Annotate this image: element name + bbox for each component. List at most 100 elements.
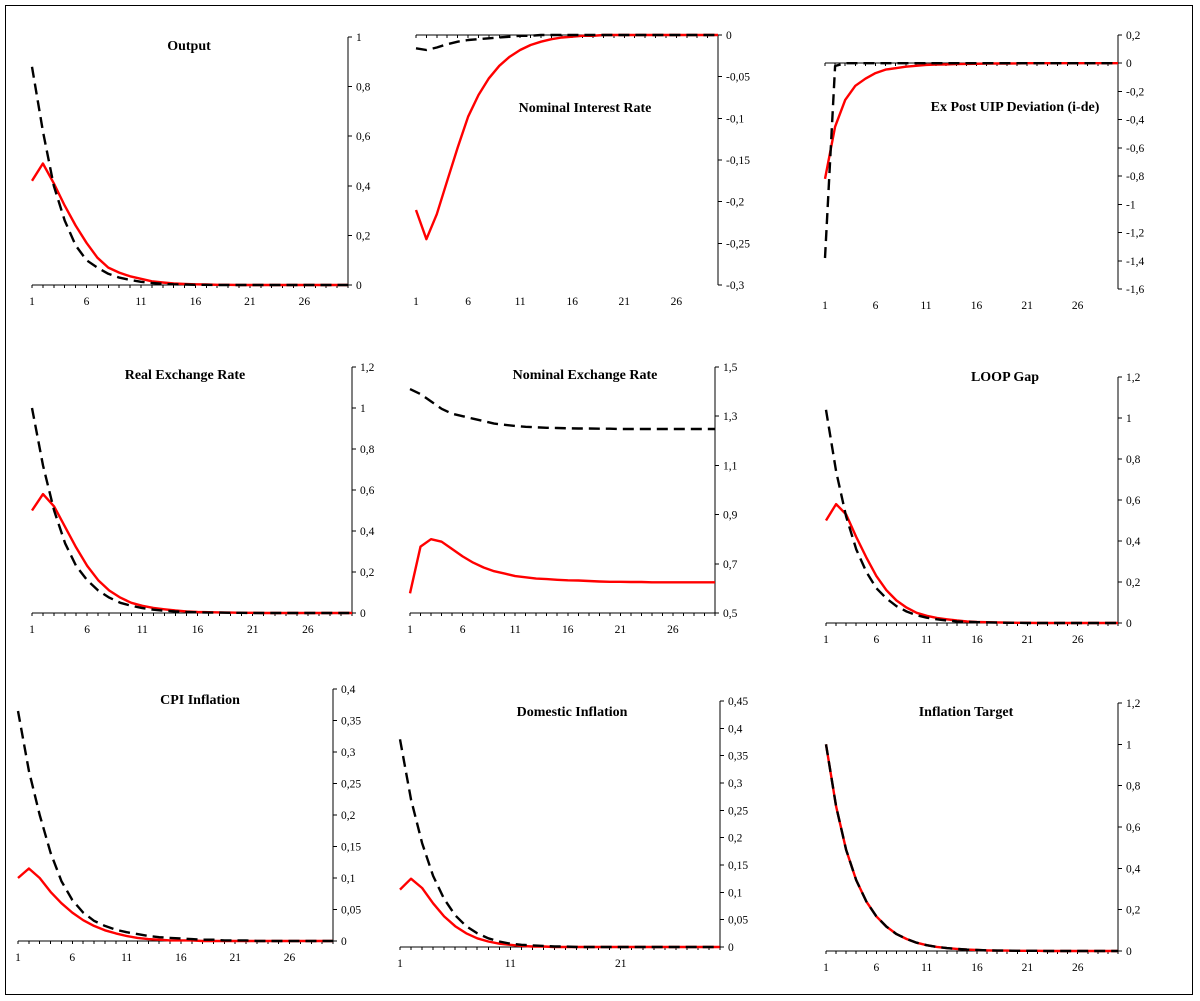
x-tick-label: 1 [823,962,829,974]
y-tick-label: -0,8 [1126,171,1144,183]
y-tick-label: 0,7 [723,559,738,571]
chart-title: Ex Post UIP Deviation (i-de) [931,100,1100,115]
x-tick-label: 16 [562,624,574,636]
y-tick-label: 0,5 [723,608,738,620]
x-tick-label: 21 [1022,634,1034,646]
y-tick-label: 0,8 [1126,781,1141,793]
y-tick-label: 0,1 [728,887,743,899]
y-tick-label: -0,2 [1126,86,1144,98]
x-tick-label: 6 [460,624,466,636]
y-tick-label: -0,6 [1126,143,1144,155]
y-tick-label: -1 [1126,199,1136,211]
x-tick-label: 11 [505,958,516,970]
y-tick-label: -1,6 [1126,284,1144,296]
y-tick-label: 0 [1126,618,1132,630]
y-tick-label: -0,25 [726,238,750,250]
chart-title: Nominal Exchange Rate [513,368,658,383]
y-tick-label: 0,15 [728,860,748,872]
y-tick-label: -0,2 [726,197,744,209]
y-tick-label: 1,2 [1126,372,1141,384]
dashed-series-line [16,710,333,943]
figure-frame [5,5,1193,995]
y-tick-label: 1 [356,32,362,44]
y-tick-label: 1,1 [723,460,738,472]
y-tick-label: 0,45 [728,696,748,708]
y-tick-label: 0,25 [728,805,748,817]
solid-series-line [823,62,1118,180]
x-tick-label: 6 [84,296,90,308]
solid-series-line [399,877,720,949]
x-tick-label: 21 [244,296,256,308]
dashed-series-line [824,744,1118,953]
x-tick-label: 21 [615,958,627,970]
dashed-series-line [823,62,1118,259]
y-tick-label: 0,4 [728,723,743,735]
y-tick-label: 1,2 [1126,698,1141,710]
x-tick-label: 1 [29,296,35,308]
x-tick-label: 26 [1072,300,1084,312]
y-tick-label: 0,8 [1126,454,1141,466]
y-tick-label: 0,4 [1126,536,1141,548]
chart-title: Domestic Inflation [517,705,628,720]
x-tick-label: 16 [566,296,578,308]
x-tick-label: 1 [29,624,35,636]
y-tick-label: 0,3 [341,747,356,759]
y-tick-label: 0,05 [341,905,361,917]
y-tick-label: 1,3 [723,411,738,423]
y-tick-label: 0,6 [360,485,375,497]
solid-series-line [824,502,1118,625]
y-tick-label: -0,15 [726,155,750,167]
solid-series-line [408,538,715,594]
x-tick-label: 1 [822,300,828,312]
dashed-series-line [30,66,348,287]
y-tick-label: 0 [1126,946,1132,958]
y-tick-label: -0,3 [726,280,744,292]
y-tick-label: -0,1 [726,113,744,125]
y-tick-label: 0,35 [728,751,748,763]
y-tick-label: 0,3 [728,778,743,790]
x-tick-label: 21 [247,624,259,636]
y-tick-label: 0 [1126,58,1132,70]
x-tick-label: 11 [921,634,932,646]
y-tick-label: 0,9 [723,510,738,522]
chart-title: Real Exchange Rate [125,368,246,383]
y-tick-label: 0,4 [1126,863,1141,875]
x-tick-label: 11 [135,296,146,308]
x-tick-label: 6 [69,952,75,964]
y-tick-label: 0,2 [360,567,375,579]
x-tick-label: 16 [971,634,983,646]
dashed-series-line [415,33,718,52]
x-tick-label: 21 [1021,300,1033,312]
y-tick-label: 1 [360,403,366,415]
x-tick-label: 26 [302,624,314,636]
x-tick-label: 26 [299,296,311,308]
chart-title: Output [167,39,211,54]
y-tick-label: 0,1 [341,873,356,885]
x-tick-label: 6 [84,624,90,636]
y-tick-label: 1,5 [723,362,738,374]
x-tick-label: 16 [971,300,983,312]
solid-series-line [824,744,1118,953]
y-tick-label: 0,4 [356,181,371,193]
y-tick-label: 0,2 [1126,905,1141,917]
x-tick-label: 16 [175,952,187,964]
x-tick-label: 11 [920,300,931,312]
y-tick-label: 0 [728,942,734,954]
chart-title: Inflation Target [919,705,1014,720]
x-tick-label: 16 [190,296,202,308]
x-tick-label: 16 [192,624,204,636]
y-tick-label: 0,6 [1126,495,1141,507]
y-tick-label: -0,05 [726,72,750,84]
y-tick-label: 0,2 [341,810,356,822]
x-tick-label: 21 [615,624,627,636]
x-tick-label: 1 [823,634,829,646]
solid-series-line [30,162,348,287]
y-tick-label: 0,2 [1126,30,1141,42]
y-tick-label: 0 [341,936,347,948]
